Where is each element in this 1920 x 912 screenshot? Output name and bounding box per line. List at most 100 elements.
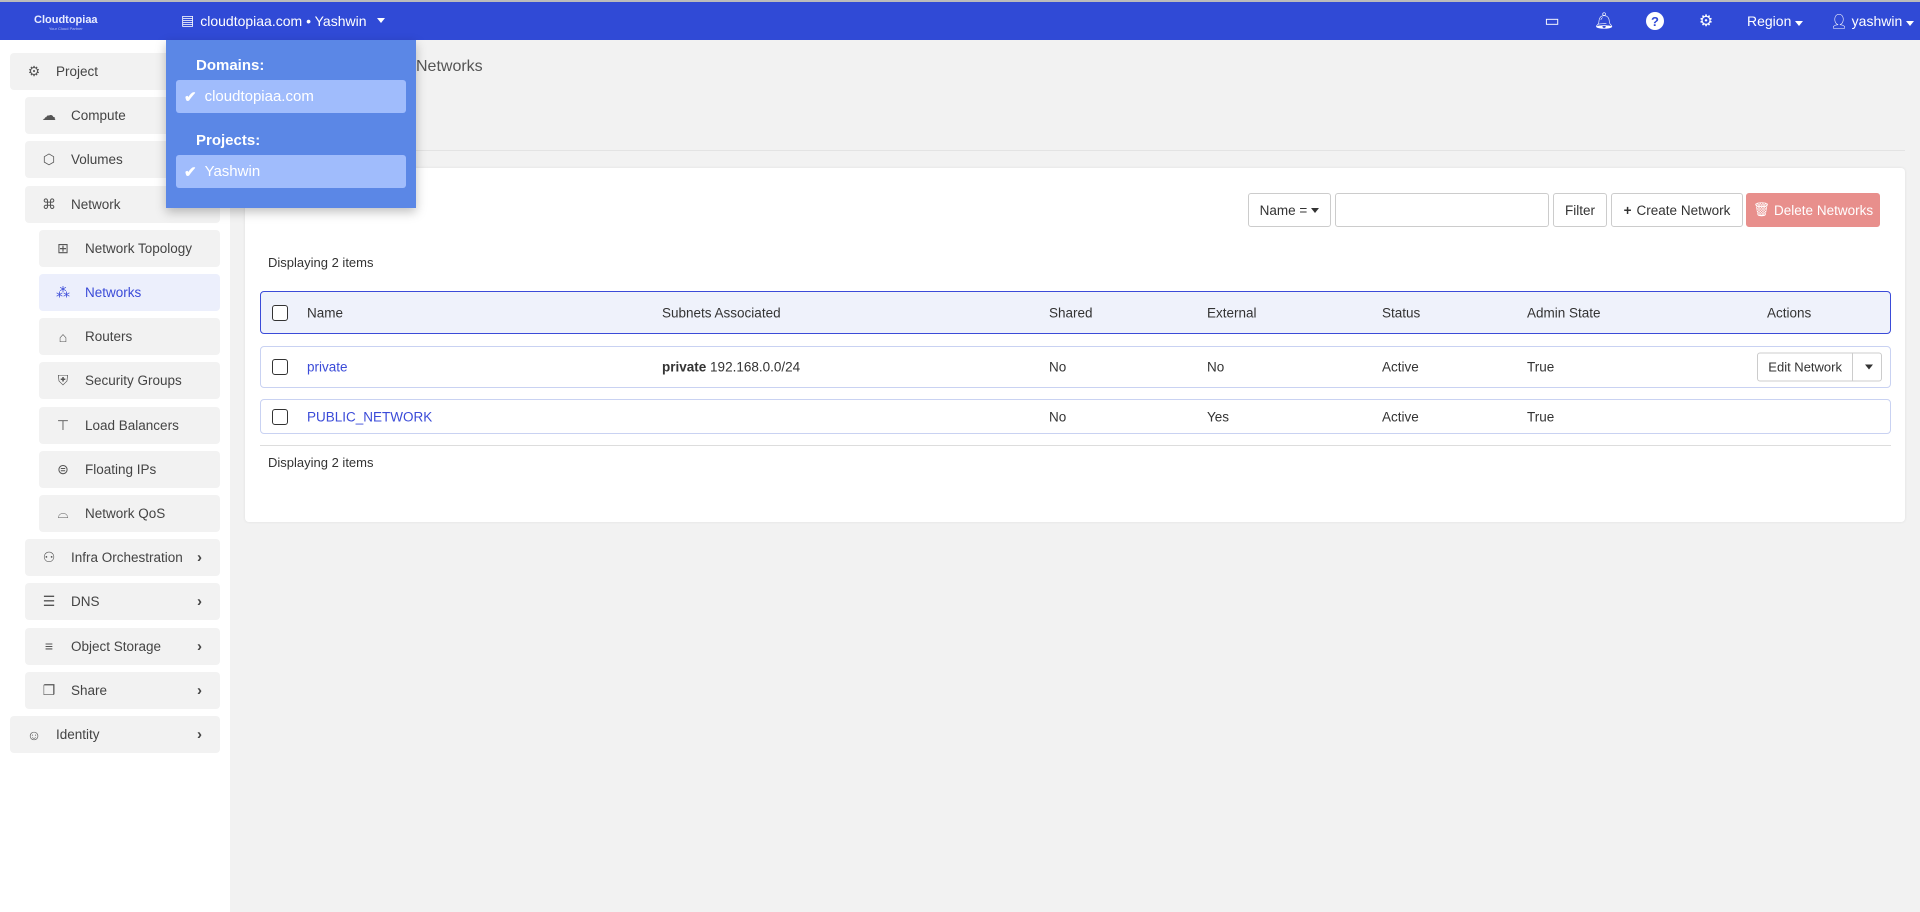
- status-cell: Active: [1382, 359, 1419, 375]
- sidebar-item-floating-ips[interactable]: ⊜ Floating IPs: [39, 450, 220, 488]
- filter-input[interactable]: [1335, 193, 1549, 227]
- row-actions-dropdown[interactable]: [1852, 353, 1881, 381]
- network-name-link[interactable]: PUBLIC_NETWORK: [307, 409, 433, 424]
- column-actions: Actions: [1767, 305, 1812, 320]
- check-icon: ✔: [184, 88, 197, 106]
- user-menu[interactable]: 👤︎ yashwin: [1830, 13, 1915, 30]
- select-all-checkbox[interactable]: [272, 304, 288, 321]
- create-network-label: Create Network: [1636, 202, 1731, 218]
- logo[interactable]: Cloudtopiaa Your Cloud Partner: [34, 14, 98, 31]
- chevron-right-icon: ›: [197, 549, 202, 567]
- sidebar-item-label: Object Storage: [71, 638, 162, 654]
- status-cell: Active: [1382, 409, 1419, 424]
- sidebar-item-label: Identity: [56, 727, 100, 742]
- plus-icon: +: [1623, 202, 1632, 218]
- region-label: Region: [1747, 13, 1792, 29]
- dns-icon: ☰: [42, 593, 56, 610]
- help-icon[interactable]: ?: [1645, 11, 1665, 31]
- sidebar-item-network-qos[interactable]: ⌓ Network QoS: [39, 495, 220, 532]
- sidebar-item-label: Load Balancers: [85, 417, 179, 433]
- filter-button[interactable]: Filter: [1553, 193, 1607, 227]
- item-count-footer: Displaying 2 items: [268, 455, 374, 470]
- gear-icon[interactable]: ⚙: [1698, 13, 1714, 30]
- sidebar-item-label: Security Groups: [85, 373, 182, 389]
- projects-heading: Projects:: [196, 132, 261, 149]
- sidebar-item-network-topology[interactable]: ⊞ Network Topology: [39, 229, 220, 267]
- column-external[interactable]: External: [1207, 305, 1257, 320]
- delete-networks-button[interactable]: 🗑︎ Delete Networks: [1746, 193, 1880, 227]
- sidebar-item-share[interactable]: ❐ Share ›: [25, 671, 220, 709]
- sidebar-item-object-storage[interactable]: ≡ Object Storage ›: [25, 627, 220, 665]
- context-label: cloudtopiaa.com • Yashwin: [200, 12, 367, 29]
- edit-network-button-group: Edit Network: [1757, 352, 1882, 382]
- floating-ip-icon: ⊜: [57, 460, 69, 477]
- share-icon: ❐: [42, 681, 56, 698]
- filter-field-select[interactable]: Name =: [1248, 193, 1331, 227]
- chevron-right-icon: ›: [197, 593, 202, 611]
- row-checkbox[interactable]: [272, 408, 288, 425]
- table-row: private private 192.168.0.0/24 No No Act…: [260, 346, 1891, 388]
- sidebar-item-security-groups[interactable]: ⛨ Security Groups: [39, 362, 220, 400]
- bell-icon[interactable]: 🔔︎: [1593, 13, 1615, 30]
- edit-network-button[interactable]: Edit Network: [1768, 359, 1842, 375]
- load-balancer-icon: ⊤: [56, 416, 70, 433]
- shared-cell: No: [1049, 359, 1067, 375]
- top-bar: Cloudtopiaa Your Cloud Partner ▤ cloudtopi…: [0, 0, 1920, 40]
- filter-field-label: Name =: [1259, 202, 1308, 218]
- column-admin-state[interactable]: Admin State: [1527, 305, 1601, 320]
- orchestration-icon: ⚇: [42, 549, 56, 566]
- chevron-right-icon: ›: [197, 637, 202, 655]
- trash-icon: 🗑︎: [1752, 202, 1771, 217]
- external-cell: Yes: [1207, 409, 1230, 424]
- qos-icon: ⌓: [57, 505, 69, 521]
- column-shared[interactable]: Shared: [1049, 305, 1093, 320]
- sidebar-item-label: Floating IPs: [85, 461, 157, 477]
- sidebar-item-label: Network Topology: [85, 240, 193, 256]
- domains-heading: Domains:: [196, 57, 265, 74]
- project-label: Yashwin: [204, 163, 261, 180]
- create-network-button[interactable]: + Create Network: [1611, 193, 1743, 227]
- shared-cell: No: [1049, 409, 1067, 424]
- caret-down-icon: [1311, 207, 1320, 213]
- breadcrumb[interactable]: Networks: [416, 58, 483, 75]
- column-status[interactable]: Status: [1382, 305, 1421, 320]
- column-name[interactable]: Name: [307, 305, 344, 320]
- sidebar-item-dns[interactable]: ☰ DNS ›: [25, 583, 220, 621]
- caret-down-icon: [1906, 21, 1915, 26]
- topology-icon: ⊞: [57, 239, 69, 256]
- sidebar-item-identity[interactable]: ☺ Identity ›: [10, 716, 220, 753]
- divider: [245, 150, 1905, 151]
- network-name-link[interactable]: private: [307, 359, 348, 375]
- caret-down-icon: [376, 18, 385, 23]
- sidebar-item-label: Network QoS: [85, 506, 166, 521]
- cube-icon: ⬡: [42, 151, 56, 168]
- sidebar-item-load-balancers[interactable]: ⊤ Load Balancers: [39, 406, 220, 444]
- sidebar-item-routers[interactable]: ⌂ Routers: [39, 318, 220, 356]
- storage-icon: ≡: [44, 638, 54, 655]
- admin-state-cell: True: [1527, 409, 1555, 424]
- delete-networks-label: Delete Networks: [1774, 202, 1874, 218]
- sidebar-item-infra-orchestration[interactable]: ⚇ Infra Orchestration ›: [25, 539, 220, 577]
- user-label: yashwin: [1851, 13, 1903, 29]
- context-selector[interactable]: ▤ cloudtopiaa.com • Yashwin: [181, 12, 385, 29]
- network-icon: ⌘: [42, 195, 56, 212]
- sidebar-item-label: DNS: [71, 594, 100, 610]
- sidebar-item-networks[interactable]: ⁂ Networks: [39, 274, 220, 311]
- domain-option[interactable]: ✔ cloudtopiaa.com: [176, 80, 406, 113]
- sidebar-item-label: Infra Orchestration: [71, 550, 183, 566]
- shield-icon: ⛨: [57, 372, 69, 389]
- column-subnets[interactable]: Subnets Associated: [662, 305, 781, 320]
- sidebar-item-label: Networks: [85, 285, 142, 300]
- region-menu[interactable]: Region: [1747, 13, 1804, 29]
- project-option[interactable]: ✔ Yashwin: [176, 155, 406, 188]
- check-icon: ✔: [184, 163, 197, 181]
- sidebar-item-label: Routers: [85, 329, 133, 345]
- caret-down-icon: [1865, 364, 1873, 370]
- row-checkbox[interactable]: [272, 359, 288, 375]
- router-icon: ⌂: [58, 328, 68, 345]
- subnet-name: private: [662, 359, 707, 375]
- subnet-cidr: 192.168.0.0/24: [710, 359, 801, 375]
- networks-panel: Name = Filter + Create Network 🗑︎ Delete N…: [245, 168, 1905, 522]
- console-icon[interactable]: ▭: [1544, 13, 1560, 30]
- chevron-right-icon: ›: [197, 681, 202, 699]
